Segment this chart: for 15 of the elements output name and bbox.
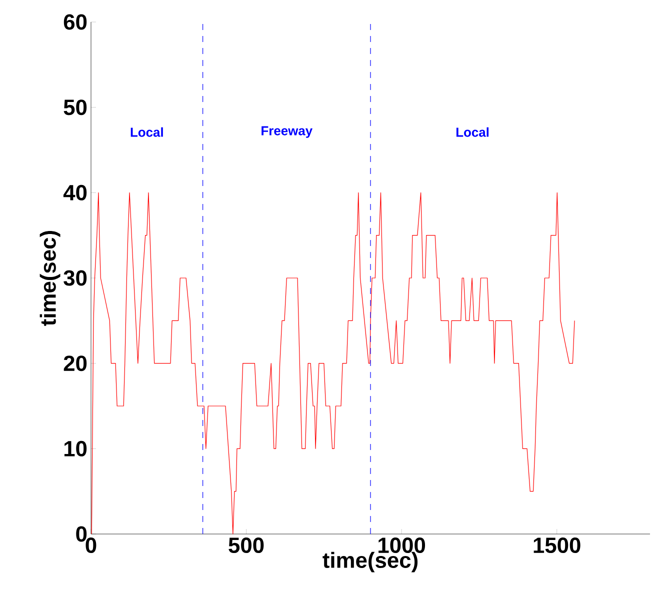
y-tick-label: 10 [64,440,87,456]
y-tick-label: 40 [63,184,87,200]
y-tick-label: 30 [64,270,87,286]
x-tick-label: 1000 [378,538,426,554]
y-tick-label: 60 [64,14,87,30]
x-axis-title: time(sec) [322,552,418,572]
y-tick-label: 0 [76,526,87,542]
y-tick-label: 50 [64,100,87,116]
annotation: Local [456,127,489,137]
x-tick-label: 500 [228,538,264,554]
x-tick-label: 1500 [534,538,580,554]
y-axis-title: time(sec) [40,230,60,326]
y-tick-label: 20 [64,356,87,372]
annotation: Freeway [262,126,313,138]
annotation: Local [130,127,163,137]
